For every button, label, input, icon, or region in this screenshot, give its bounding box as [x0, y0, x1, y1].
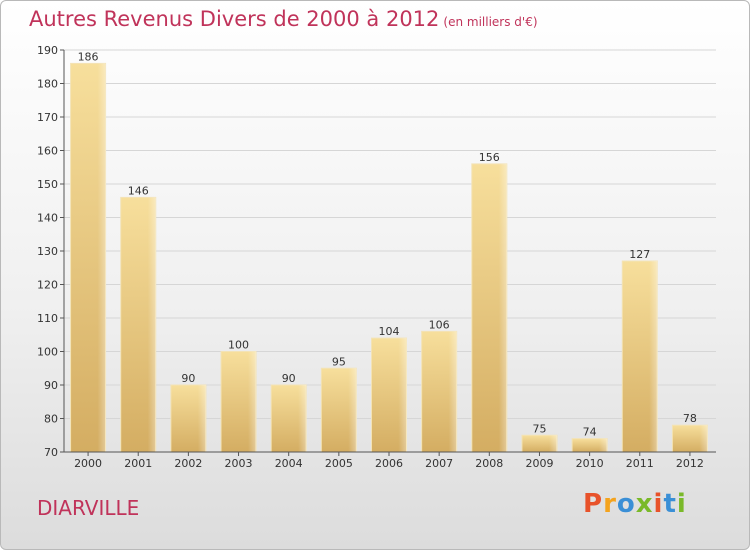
y-tick-label: 170	[37, 111, 58, 124]
bar-highlight	[398, 338, 407, 452]
town-name: DIARVILLE	[37, 496, 140, 520]
bar-value-label: 106	[429, 318, 450, 331]
logo-letter: P	[583, 489, 604, 519]
bar-highlight	[548, 435, 557, 452]
bar-value-label: 186	[78, 50, 99, 63]
bar-value-label: 75	[532, 422, 546, 435]
x-tick-label: 2001	[124, 457, 152, 470]
bar-highlight	[498, 163, 507, 452]
x-tick-label: 2007	[425, 457, 453, 470]
bar-value-label: 100	[228, 339, 249, 352]
x-tick-label: 2006	[375, 457, 403, 470]
bar-highlight	[197, 385, 206, 452]
y-tick-label: 130	[37, 245, 58, 258]
bar-value-label: 156	[479, 151, 500, 164]
y-tick-label: 120	[37, 279, 58, 292]
bar-highlight	[649, 261, 658, 452]
y-tick-label: 100	[37, 346, 58, 359]
y-tick-label: 180	[37, 78, 58, 91]
x-tick-label: 2005	[325, 457, 353, 470]
bar-highlight	[147, 197, 156, 452]
bar-value-label: 146	[128, 184, 149, 197]
x-tick-label: 2002	[174, 457, 202, 470]
y-tick-label: 160	[37, 145, 58, 158]
x-tick-label: 2004	[275, 457, 303, 470]
bar-highlight	[699, 425, 708, 452]
x-tick-label: 2011	[626, 457, 654, 470]
bar-highlight	[248, 351, 257, 452]
y-tick-label: 150	[37, 178, 58, 191]
bar-highlight	[599, 438, 608, 452]
chart-title-unit: (en milliers d'€)	[443, 15, 538, 29]
logo-letter: x	[635, 489, 654, 519]
bars-layer: 186 146 90 100 90 95 104 106 156 75 74 127 78	[70, 50, 708, 453]
bar-highlight	[348, 368, 357, 452]
x-tick-label: 2003	[225, 457, 253, 470]
x-tick-label: 2009	[525, 457, 553, 470]
chart-title: Autres Revenus Divers de 2000 à 2012 (en …	[29, 7, 538, 31]
x-tick-label: 2010	[576, 457, 604, 470]
bar-highlight	[298, 385, 307, 452]
logo-letter: r	[603, 489, 617, 519]
logo-letter: i	[653, 489, 664, 519]
bar-value-label: 78	[683, 412, 697, 425]
x-tick-label: 2008	[475, 457, 503, 470]
x-tick-label: 2012	[676, 457, 704, 470]
bar-value-label: 90	[282, 372, 296, 385]
bar-value-label: 95	[332, 355, 346, 368]
bar-value-label: 104	[379, 325, 400, 338]
bar-value-label: 127	[629, 248, 650, 261]
bar-highlight	[97, 63, 106, 453]
y-tick-label: 140	[37, 212, 58, 225]
logo-letter: o	[616, 489, 636, 519]
y-tick-label: 190	[37, 44, 58, 57]
y-tick-label: 80	[44, 413, 58, 426]
logo-letter: t	[663, 489, 677, 519]
y-tick-label: 70	[44, 446, 58, 459]
bar-highlight	[448, 331, 457, 452]
axis-layer: 70 80 90 100 110 120 130 140 150 160 170 180 190 2000…	[37, 44, 716, 470]
y-tick-label: 110	[37, 312, 58, 325]
y-tick-label: 90	[44, 379, 58, 392]
chart-title-text: Autres Revenus Divers de 2000 à 2012	[29, 7, 440, 31]
x-tick-label: 2000	[74, 457, 102, 470]
proxiti-logo: Proxiti	[583, 489, 687, 519]
logo-letter: i	[676, 489, 687, 519]
bar-value-label: 90	[181, 372, 195, 385]
bar-value-label: 74	[583, 426, 597, 439]
